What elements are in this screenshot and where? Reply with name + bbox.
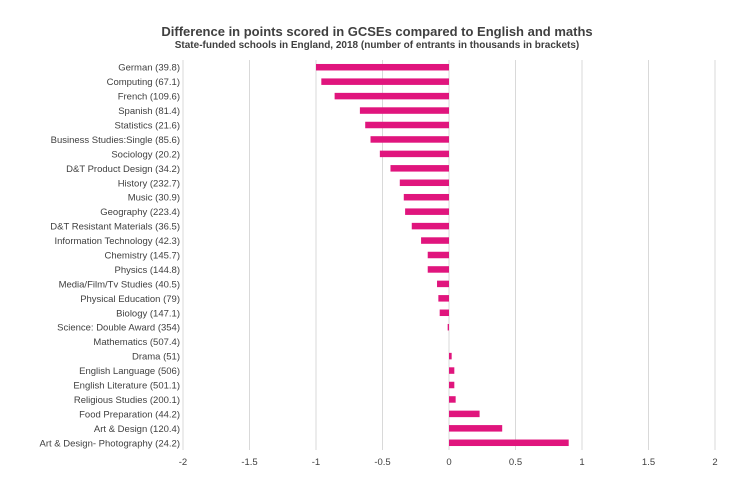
bar [449, 410, 480, 418]
bar [334, 92, 449, 100]
category-label: Food Preparation (44.2) [79, 409, 180, 420]
bar [447, 323, 449, 331]
category-label: Art & Design- Photography (24.2) [40, 438, 180, 449]
bar [321, 78, 449, 85]
bar [390, 165, 449, 172]
x-tick-label: 0 [446, 457, 451, 468]
category-label: French (109.6) [118, 92, 180, 103]
category-label: Chemistry (145.7) [105, 251, 181, 262]
bar [449, 425, 503, 432]
x-tick-label: 0.5 [509, 457, 522, 468]
category-label: Physics (144.8) [115, 265, 180, 276]
category-label: Business Studies:Single (85.6) [51, 135, 180, 146]
bar [379, 150, 449, 158]
x-tick-label: -1.5 [241, 457, 257, 468]
category-label: Media/Film/Tv Studies (40.5) [59, 279, 180, 290]
bar [316, 63, 449, 71]
x-tick-label: -2 [179, 457, 187, 468]
chart-title: Difference in points scored in GCSEs com… [161, 24, 593, 39]
category-label: English Language (506) [79, 366, 180, 377]
bar [421, 237, 449, 244]
x-tick-label: 1 [579, 457, 584, 468]
x-tick-label: 2 [712, 457, 717, 468]
category-label: History (232.7) [118, 178, 180, 189]
bar [449, 381, 455, 389]
category-label: Music (30.9) [128, 193, 180, 204]
bar [427, 266, 449, 273]
category-label: Drama (51) [132, 352, 180, 363]
category-label: Biology (147.1) [116, 308, 180, 319]
x-tick-label: -1 [312, 457, 320, 468]
x-tick-label: -0.5 [374, 457, 390, 468]
category-label: Mathematics (507.4) [93, 337, 180, 348]
bar [439, 309, 449, 317]
bar [449, 367, 455, 374]
bar [405, 208, 449, 215]
chart-subtitle: State-funded schools in England, 2018 (n… [174, 40, 580, 51]
category-label: Spanish (81.4) [118, 106, 180, 117]
bar [437, 280, 449, 288]
category-label: English Literature (501.1) [73, 381, 180, 392]
bar [359, 107, 449, 114]
bar [427, 251, 449, 259]
bar [449, 396, 456, 403]
category-label: Computing (67.1) [107, 77, 180, 88]
category-label: Science: Double Award (354) [57, 323, 180, 334]
category-label: Sociology (20.2) [111, 149, 180, 160]
bar [438, 295, 449, 302]
bar [399, 179, 449, 187]
category-label: Information Technology (42.3) [54, 236, 180, 247]
bar [403, 193, 449, 201]
category-label: Art & Design (120.4) [94, 424, 180, 435]
category-label: D&T Product Design (34.2) [66, 164, 180, 175]
category-label: Physical Education (79) [80, 294, 180, 305]
category-label: D&T Resistant Materials (36.5) [50, 222, 180, 233]
bar [365, 121, 449, 129]
category-label: Religious Studies (200.1) [74, 395, 180, 406]
x-tick-label: 1.5 [642, 457, 655, 468]
bar [449, 439, 569, 447]
bar [370, 136, 449, 143]
category-label: Geography (223.4) [100, 207, 180, 218]
bar [449, 352, 452, 360]
category-label: German (39.8) [118, 63, 180, 74]
bar [411, 222, 449, 230]
category-label: Statistics (21.6) [115, 121, 180, 132]
